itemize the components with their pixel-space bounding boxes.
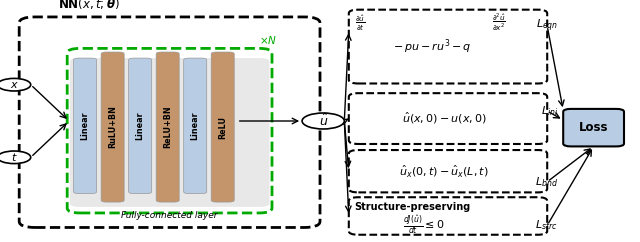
Text: $t$: $t$ [11, 151, 17, 163]
Text: $\hat{u}$: $\hat{u}$ [319, 113, 328, 129]
Circle shape [302, 113, 344, 129]
Text: Linear: Linear [81, 112, 90, 140]
Text: Fully-connected layer: Fully-connected layer [122, 211, 218, 220]
Text: $\hat{u}_x(0,t) - \hat{u}_x(L,t)$: $\hat{u}_x(0,t) - \hat{u}_x(L,t)$ [399, 163, 489, 179]
FancyBboxPatch shape [129, 58, 152, 194]
FancyBboxPatch shape [563, 109, 624, 146]
Text: Linear: Linear [136, 112, 145, 140]
Text: NN$(x,t;\boldsymbol{\theta})$: NN$(x,t;\boldsymbol{\theta})$ [58, 0, 120, 11]
Text: ReLU: ReLU [218, 115, 227, 139]
FancyBboxPatch shape [184, 58, 207, 194]
Text: $-\,pu - ru^3 - q$: $-\,pu - ru^3 - q$ [393, 37, 472, 56]
Text: $\frac{\partial^2 \hat{u}}{\partial x^2}$: $\frac{\partial^2 \hat{u}}{\partial x^2}… [492, 12, 506, 33]
Circle shape [0, 151, 31, 164]
Text: $L_{strc}$: $L_{strc}$ [536, 219, 558, 232]
Text: Linear: Linear [191, 112, 200, 140]
Text: Loss: Loss [579, 121, 609, 134]
FancyBboxPatch shape [211, 52, 234, 202]
Text: RuLU+BN: RuLU+BN [108, 106, 117, 149]
Text: $\frac{dJ(\hat{u})}{dt} \leq 0$: $\frac{dJ(\hat{u})}{dt} \leq 0$ [403, 213, 445, 235]
Text: $x$: $x$ [10, 80, 19, 90]
Text: $L_{bnd}$: $L_{bnd}$ [535, 175, 558, 189]
Circle shape [0, 78, 31, 91]
Text: $\frac{\partial \hat{u}}{\partial t}$: $\frac{\partial \hat{u}}{\partial t}$ [355, 13, 365, 33]
Text: Structure-preserving: Structure-preserving [354, 202, 470, 212]
Text: $L_{ini}$: $L_{ini}$ [541, 104, 558, 118]
FancyBboxPatch shape [156, 52, 179, 202]
Text: $\times N$: $\times N$ [259, 34, 277, 46]
FancyBboxPatch shape [70, 58, 269, 207]
FancyBboxPatch shape [74, 58, 97, 194]
Text: $L_{eqn}$: $L_{eqn}$ [536, 18, 558, 34]
Text: $\hat{u}(x,0) - u(x,0)$: $\hat{u}(x,0) - u(x,0)$ [401, 111, 486, 126]
Text: ReLU+BN: ReLU+BN [163, 106, 172, 148]
FancyBboxPatch shape [101, 52, 124, 202]
